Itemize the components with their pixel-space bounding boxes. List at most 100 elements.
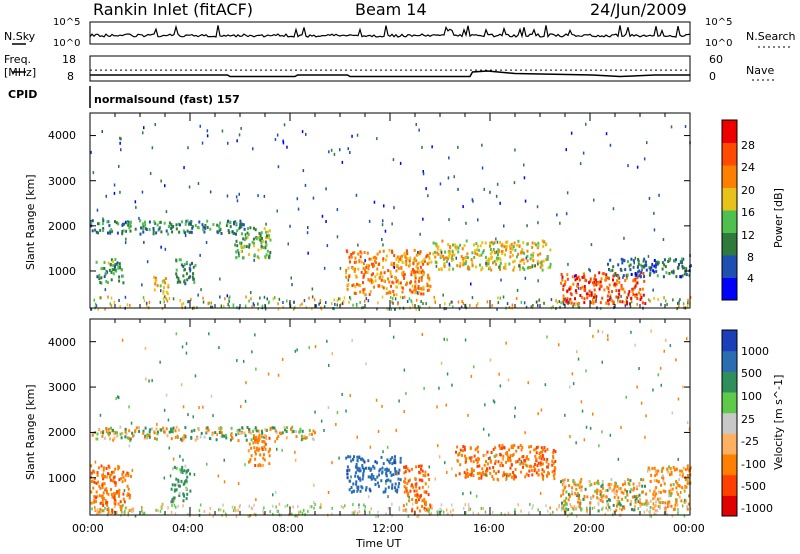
power-cell (473, 243, 475, 247)
power-cell (253, 253, 256, 257)
velocity-cell (562, 506, 565, 510)
velocity-cell (601, 500, 604, 504)
velocity-cell (265, 437, 268, 441)
velocity-cell (497, 470, 500, 474)
power-cell (421, 259, 424, 263)
velocity-ytick: 4000 (48, 336, 76, 349)
velocity-cell (629, 490, 632, 494)
velocity-cell (286, 504, 289, 507)
power-cell (470, 282, 472, 286)
velocity-cell (352, 511, 355, 515)
velocity-cell (679, 473, 682, 477)
power-cell (381, 295, 384, 299)
velocity-cell (606, 499, 609, 503)
velocity-cell (105, 487, 108, 491)
power-cell (406, 252, 409, 256)
velocity-cell (370, 473, 373, 477)
power-cell (586, 296, 589, 300)
velocity-cell (102, 472, 105, 476)
power-cell (536, 205, 539, 209)
power-cell (106, 281, 109, 285)
velocity-cell (541, 472, 543, 476)
power-cell (196, 225, 199, 229)
velocity-cell (502, 471, 505, 475)
velocity-cell (291, 512, 293, 516)
power-cell (405, 263, 408, 267)
power-cell (594, 274, 597, 278)
power-cell (605, 301, 608, 305)
velocity-cell (517, 445, 520, 449)
x-axis-label: Time UT (356, 537, 402, 550)
velocity-cell (98, 428, 101, 431)
power-cell (585, 122, 587, 126)
velocity-cell (185, 479, 188, 482)
velocity-cell (110, 493, 113, 497)
power-cell (167, 224, 170, 228)
power-cbar-tick: 24 (741, 161, 755, 174)
power-cell (457, 145, 459, 149)
velocity-cell (100, 464, 103, 468)
velocity-cbar-tick: 100 (741, 390, 762, 403)
power-cell (549, 248, 552, 252)
velocity-cell (549, 512, 552, 516)
power-cell (595, 283, 598, 287)
power-cell (644, 302, 647, 305)
power-cell (428, 305, 431, 309)
velocity-cell (170, 427, 173, 431)
power-cell (400, 271, 403, 275)
x-tick: 04:00 (172, 522, 204, 535)
power-cell (345, 275, 348, 279)
velocity-cell (175, 466, 178, 470)
power-cell (664, 265, 667, 269)
velocity-cell (377, 430, 380, 433)
power-cell (100, 281, 103, 285)
power-cell (443, 262, 446, 266)
velocity-cell (558, 503, 560, 507)
freq-tick-top: 18 (62, 53, 76, 66)
velocity-cell (579, 505, 581, 509)
power-cell (608, 298, 611, 302)
power-cell (582, 151, 585, 155)
velocity-cell (572, 480, 575, 483)
velocity-cell (668, 465, 671, 469)
power-cell (536, 259, 539, 263)
power-cell (574, 303, 576, 307)
velocity-cell (605, 506, 607, 510)
power-cell (636, 297, 639, 300)
velocity-cell (116, 490, 118, 494)
power-cell (623, 290, 626, 294)
velocity-cell (607, 337, 609, 341)
power-cell (467, 266, 470, 270)
velocity-cell (300, 438, 303, 442)
power-cell (654, 265, 657, 269)
power-cell (251, 305, 253, 309)
velocity-cell (461, 453, 463, 457)
velocity-cell (135, 426, 138, 430)
velocity-cell (183, 469, 186, 473)
velocity-cell (499, 384, 502, 388)
power-cell (98, 274, 101, 277)
velocity-cell (97, 466, 100, 470)
velocity-cell (386, 469, 389, 472)
velocity-cell (127, 514, 129, 518)
velocity-cell (141, 506, 143, 509)
power-cell (219, 228, 222, 231)
velocity-cell (613, 510, 615, 513)
velocity-cell (668, 489, 671, 493)
power-cell (119, 136, 121, 140)
power-cell (372, 272, 374, 276)
power-cell (229, 225, 232, 229)
velocity-cell (632, 488, 635, 492)
velocity-cell (483, 472, 485, 476)
power-cell (434, 301, 437, 305)
velocity-cell (367, 495, 370, 499)
power-cell (188, 185, 191, 189)
power-cell (129, 222, 132, 226)
power-cbar-tick: 4 (747, 272, 754, 285)
velocity-cell (528, 511, 530, 515)
power-cell (630, 273, 633, 276)
velocity-cell (134, 514, 137, 518)
power-cell (240, 244, 243, 248)
velocity-cell (427, 509, 430, 513)
velocity-cell (649, 479, 652, 483)
